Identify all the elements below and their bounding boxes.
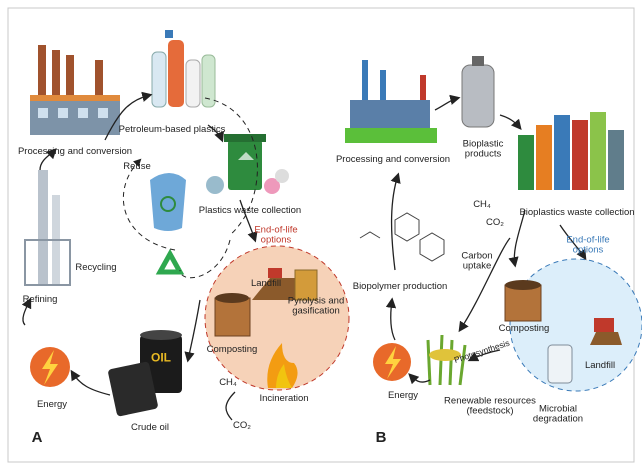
node-label: Crude oil xyxy=(131,423,169,433)
node-label: Energy xyxy=(388,391,418,401)
factory-icon xyxy=(30,45,120,135)
node-label: Composting xyxy=(207,345,258,355)
panel-label: A xyxy=(32,430,43,447)
gas-label: CO₂ xyxy=(233,421,251,431)
gas-label: CH₄ xyxy=(473,200,491,210)
figure: Processing and conversion Petroleum-base… xyxy=(0,0,642,470)
node-label: Bioplastics waste collection xyxy=(519,208,634,218)
recycling-icon xyxy=(160,254,180,272)
molecule-icon xyxy=(360,213,444,261)
node-label: Petroleum-based plastics xyxy=(119,125,226,135)
node-label: Processing and conversion xyxy=(18,147,132,157)
node-label: Plastics waste collection xyxy=(199,206,301,216)
node-label: Landfill xyxy=(251,279,281,289)
bag-icon xyxy=(150,173,186,231)
node-label: Incineration xyxy=(259,394,308,404)
node-label: Carbon uptake xyxy=(455,252,499,273)
node-label: Processing and conversion xyxy=(336,155,450,165)
node-label: Bioplastic products xyxy=(458,140,508,161)
zone-title: End-of-life options xyxy=(557,236,619,257)
node-label: Landfill xyxy=(585,361,615,371)
node-label: Energy xyxy=(37,400,67,410)
bio-bins-icon xyxy=(518,112,624,190)
barrel-text: OIL xyxy=(151,351,171,364)
node-label: Recycling xyxy=(75,263,116,273)
diagram-art xyxy=(0,0,642,470)
gas-label: CH₄ xyxy=(219,378,237,388)
bottles-icon xyxy=(152,30,215,107)
bio-factory-icon xyxy=(345,60,437,143)
energy-icon xyxy=(30,347,70,387)
refinery-icon xyxy=(25,170,70,285)
node-label: Microbial degradation xyxy=(530,405,586,426)
node-label: Biopolymer production xyxy=(353,282,448,292)
panel-label: B xyxy=(376,430,387,447)
node-label: Composting xyxy=(499,324,550,334)
barrels-icon xyxy=(107,330,182,417)
node-label: Pyrolysis and gasification xyxy=(286,297,346,318)
waste-bin-icon xyxy=(206,134,289,194)
zone-title: End-of-life options xyxy=(245,226,307,247)
node-label: Renewable resources (feedstock) xyxy=(442,397,538,418)
energy-icon-b xyxy=(373,343,411,381)
gas-label: CO₂ xyxy=(486,218,504,228)
bio-bottle-icon xyxy=(462,56,494,127)
node-label: Reuse xyxy=(123,162,150,172)
node-label: Refining xyxy=(23,295,58,305)
